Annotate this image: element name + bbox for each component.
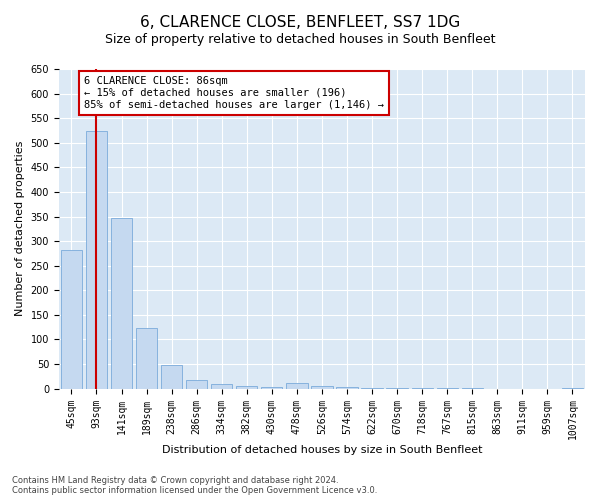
X-axis label: Distribution of detached houses by size in South Benfleet: Distribution of detached houses by size …: [162, 445, 482, 455]
Bar: [286, 383, 308, 388]
Bar: [186, 380, 208, 388]
Text: Contains HM Land Registry data © Crown copyright and database right 2024.
Contai: Contains HM Land Registry data © Crown c…: [12, 476, 377, 495]
Y-axis label: Number of detached properties: Number of detached properties: [15, 141, 25, 316]
Bar: [337, 387, 358, 388]
Text: Size of property relative to detached houses in South Benfleet: Size of property relative to detached ho…: [105, 32, 495, 46]
Bar: [86, 131, 107, 388]
Bar: [211, 384, 232, 388]
Bar: [236, 386, 257, 388]
Bar: [136, 328, 157, 388]
Bar: [111, 218, 132, 388]
Bar: [261, 387, 283, 388]
Text: 6 CLARENCE CLOSE: 86sqm
← 15% of detached houses are smaller (196)
85% of semi-d: 6 CLARENCE CLOSE: 86sqm ← 15% of detache…: [84, 76, 384, 110]
Text: 6, CLARENCE CLOSE, BENFLEET, SS7 1DG: 6, CLARENCE CLOSE, BENFLEET, SS7 1DG: [140, 15, 460, 30]
Bar: [161, 365, 182, 388]
Bar: [61, 250, 82, 388]
Bar: [311, 386, 332, 388]
